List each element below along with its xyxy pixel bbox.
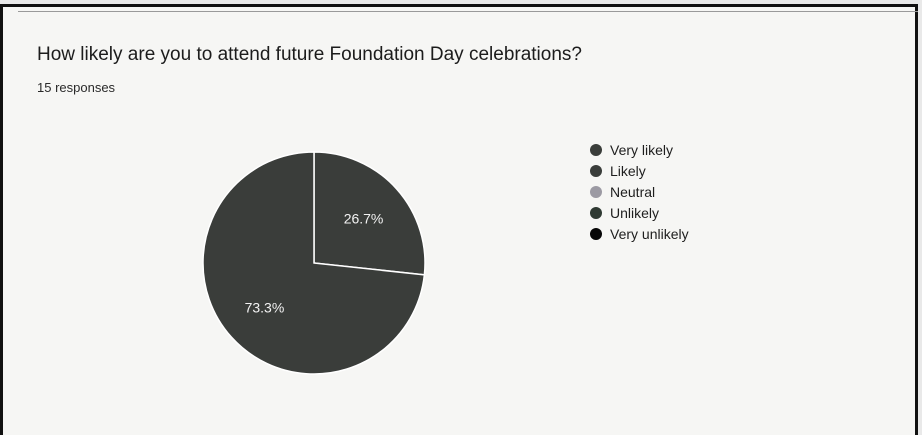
legend-swatch-unlikely	[590, 206, 602, 219]
question-title: How likely are you to attend future Foun…	[37, 44, 582, 65]
card-top-rule	[18, 11, 918, 12]
legend-item-very-unlikely[interactable]: Very unlikely	[590, 223, 689, 244]
slice-label-very-likely: 26.7%	[344, 210, 384, 226]
chart-legend: Very likely Likely Neutral Unlikely Very unl…	[590, 139, 689, 244]
legend-swatch-very-unlikely	[590, 227, 602, 240]
legend-swatch-neutral	[590, 185, 602, 198]
chart-card	[0, 4, 918, 435]
legend-label-very-unlikely: Very unlikely	[610, 225, 689, 242]
pie-slice-likely[interactable]	[202, 151, 426, 375]
legend-label-likely: Likely	[610, 162, 646, 179]
legend-label-neutral: Neutral	[610, 183, 656, 200]
legend-item-very-likely[interactable]: Very likely	[590, 139, 689, 160]
pie-slice-very-likely[interactable]	[313, 151, 426, 276]
legend-item-likely[interactable]: Likely	[590, 160, 689, 181]
legend-swatch-likely	[590, 164, 602, 177]
legend-swatch-very-likely	[590, 143, 602, 156]
legend-label-unlikely: Unlikely	[610, 204, 660, 221]
legend-item-unlikely[interactable]: Unlikely	[590, 202, 689, 223]
legend-item-neutral[interactable]: Neutral	[590, 181, 689, 202]
legend-label-very-likely: Very likely	[610, 141, 674, 158]
slice-label-likely: 73.3%	[245, 300, 285, 316]
response-count: 15 responses	[37, 80, 116, 95]
